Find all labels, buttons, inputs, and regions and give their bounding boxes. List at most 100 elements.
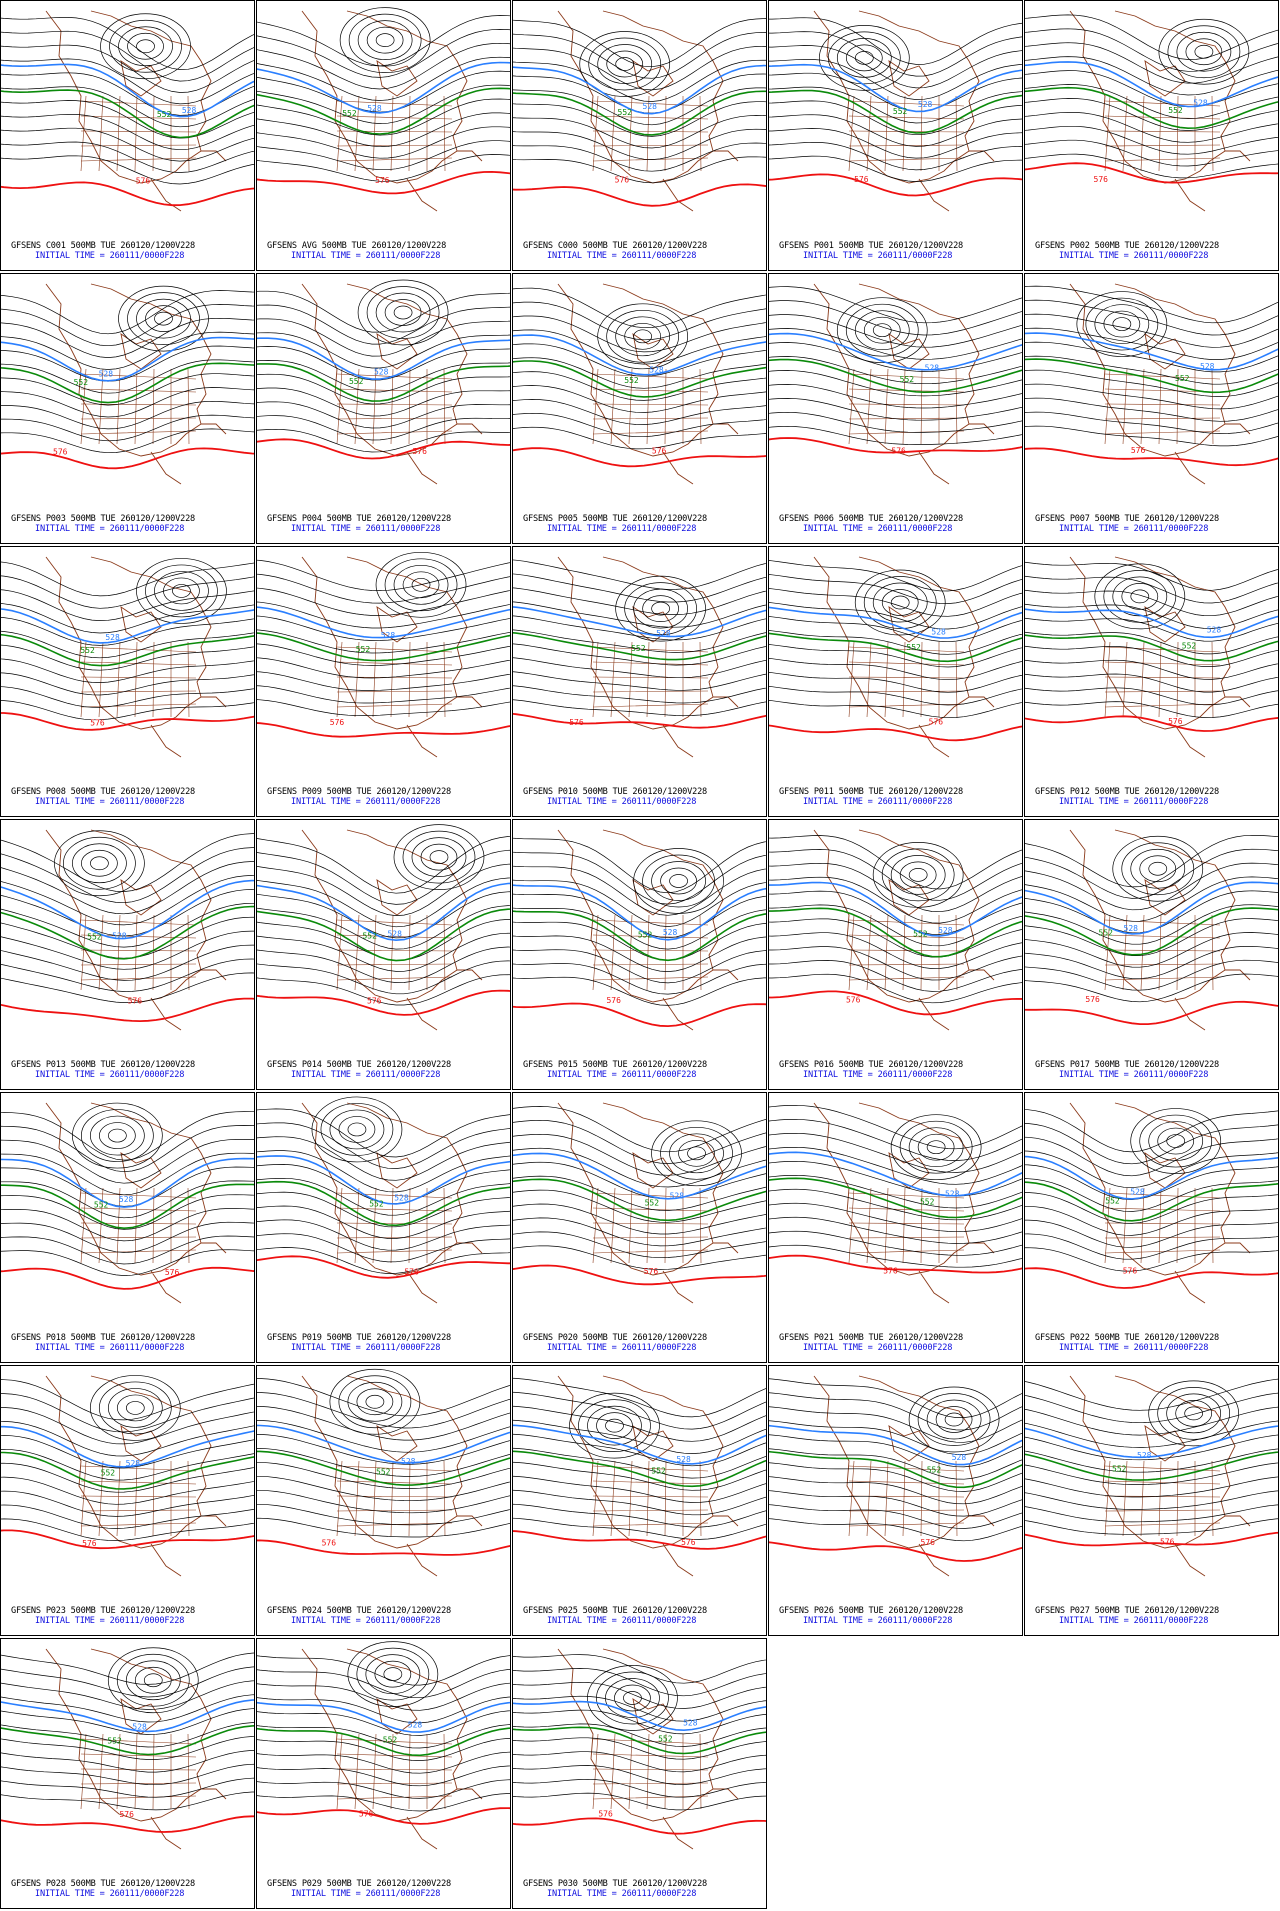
label-528: 528 (401, 1457, 416, 1466)
height-contour (1025, 1462, 1278, 1485)
panel-title: GFSENS P022 500MB TUE 260120/1200V228 (1035, 1333, 1220, 1343)
height-contour (769, 155, 1022, 182)
height-contour (257, 346, 510, 381)
label-552: 552 (906, 643, 921, 652)
low-center-contour (872, 582, 928, 623)
low-center-contour (375, 292, 431, 333)
low-center-contour (136, 298, 191, 339)
low-center-contour (890, 855, 946, 895)
height-contour-map: 528 552 576 (1, 829, 254, 1031)
low-center-contour (1185, 38, 1223, 66)
initial-time-label: INITIAL TIME = 260111/0000F228 (35, 1889, 185, 1899)
height-contour (1025, 1150, 1278, 1189)
height-contour (1, 1180, 254, 1219)
label-576: 576 (652, 447, 667, 456)
height-contour-map: 528 552 576 (1, 1647, 254, 1850)
ensemble-member-map: 528 552 576 GFSENS P021 500MB TUE 260120/12… (768, 1092, 1023, 1363)
height-contour (1, 1504, 254, 1529)
low-center-contour (366, 286, 440, 339)
label-528: 528 (119, 1195, 134, 1204)
label-552: 552 (376, 1467, 391, 1476)
height-contour-map: 528 552 576 (769, 829, 1022, 1031)
height-contour (769, 1132, 1022, 1173)
height-contour (257, 657, 510, 679)
low-center-contour (926, 1399, 982, 1440)
label-576: 576 (1085, 995, 1100, 1004)
height-contour (513, 1147, 766, 1188)
height-contour (769, 1434, 1022, 1468)
state-borders (80, 368, 197, 445)
panel-title: GFSENS P024 500MB TUE 260120/1200V228 (267, 1606, 452, 1616)
height-contour (1, 1749, 254, 1773)
height-contour (257, 685, 510, 704)
height-contour (513, 657, 766, 679)
height-contour (513, 1161, 766, 1200)
height-contour (257, 1489, 510, 1514)
height-contour (1025, 1219, 1278, 1248)
initial-time-label: INITIAL TIME = 260111/0000F228 (547, 797, 697, 807)
height-contour (1025, 1178, 1278, 1212)
low-center-contour (827, 31, 901, 85)
low-center-contour (172, 584, 191, 598)
height-contour (513, 128, 766, 160)
label-552: 552 (1175, 374, 1190, 383)
low-center-contour (384, 299, 422, 326)
state-borders (336, 641, 453, 718)
low-center-contour (633, 588, 688, 629)
height-contour (257, 84, 510, 124)
initial-time-label: INITIAL TIME = 260111/0000F228 (291, 524, 441, 534)
height-contour (769, 314, 1022, 348)
height-contour (513, 1751, 766, 1773)
contour-528 (513, 1152, 766, 1200)
height-contour-map: 528 552 576 (257, 551, 510, 758)
height-contour (1025, 355, 1278, 385)
label-576: 576 (128, 997, 143, 1006)
height-contour (769, 1230, 1022, 1256)
low-center-contour (72, 1102, 163, 1169)
height-contour (257, 877, 510, 928)
low-center-contour (393, 824, 485, 890)
low-center-contour (1148, 1121, 1204, 1161)
label-552: 552 (618, 108, 633, 117)
height-contour-map: 528 552 576 (1025, 829, 1278, 1031)
height-contour (513, 1503, 766, 1528)
initial-time-label: INITIAL TIME = 260111/0000F228 (291, 1616, 441, 1626)
panel-title: GFSENS C001 500MB TUE 260120/1200V228 (11, 241, 196, 251)
contour-576 (513, 183, 766, 207)
low-center-contour (836, 297, 928, 364)
height-contour (769, 1518, 1022, 1542)
contour-528 (1025, 881, 1278, 935)
height-contour-map: 528 552 576 (257, 7, 510, 212)
contour-576 (769, 437, 1022, 454)
height-contour (1025, 701, 1278, 718)
height-contour (1025, 112, 1278, 143)
label-528: 528 (374, 368, 389, 377)
coastline (557, 556, 739, 758)
height-contour (769, 890, 1022, 935)
low-center-contour (393, 564, 449, 605)
label-528: 528 (99, 369, 114, 378)
contour-528 (1, 1699, 254, 1733)
low-center-contour (357, 279, 449, 346)
contour-528 (257, 1424, 510, 1464)
height-contour (257, 1108, 510, 1158)
coastline (557, 283, 739, 485)
low-center-contour (347, 1641, 439, 1707)
height-contour (257, 318, 510, 357)
height-contour (257, 428, 510, 453)
label-552: 552 (356, 645, 371, 654)
height-contour (769, 1104, 1022, 1150)
state-borders (336, 1187, 453, 1264)
low-center-contour (108, 1128, 127, 1143)
contour-552 (1, 1724, 254, 1756)
height-contour (1, 155, 254, 185)
contour-576 (1025, 1000, 1278, 1025)
label-552: 552 (1168, 106, 1183, 115)
height-contour (257, 836, 510, 894)
ensemble-member-map: 528 552 576 GFSENS C000 500MB TUE 260120/12… (512, 0, 767, 271)
label-528: 528 (676, 1455, 691, 1464)
height-contour (257, 559, 510, 591)
height-contour (513, 87, 766, 126)
height-contour (513, 1189, 766, 1223)
